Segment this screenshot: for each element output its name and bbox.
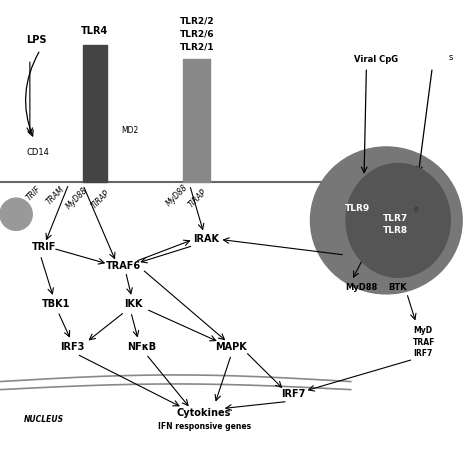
Text: TIRAP: TIRAP: [90, 188, 111, 210]
Text: IRF7: IRF7: [413, 349, 433, 358]
Text: TBK1: TBK1: [42, 299, 70, 310]
Text: TRIF: TRIF: [25, 185, 43, 203]
Ellipse shape: [346, 164, 450, 277]
Bar: [83, 45, 107, 182]
Text: TLR8: TLR8: [383, 227, 409, 235]
Text: MD2: MD2: [121, 126, 138, 135]
Text: IRAK: IRAK: [193, 234, 219, 245]
Text: IRF7: IRF7: [281, 389, 305, 400]
Text: TLR9: TLR9: [345, 204, 371, 213]
Text: IFN responsive genes: IFN responsive genes: [158, 422, 251, 431]
Text: LPS: LPS: [26, 35, 46, 46]
Text: TLR2/2: TLR2/2: [179, 17, 214, 26]
Text: TRIF: TRIF: [32, 242, 56, 253]
Text: Cytokines: Cytokines: [177, 408, 231, 419]
Text: MAPK: MAPK: [215, 342, 246, 352]
Text: IRF3: IRF3: [60, 342, 84, 352]
Text: TIRAP: TIRAP: [187, 187, 209, 209]
Text: s: s: [449, 54, 454, 62]
Text: TRAF6: TRAF6: [106, 261, 141, 272]
Text: MyD88: MyD88: [345, 283, 377, 292]
Text: TLR2/1: TLR2/1: [179, 43, 214, 51]
Text: IKK: IKK: [124, 299, 143, 310]
Text: CD14: CD14: [26, 148, 49, 157]
Text: TLR7: TLR7: [383, 214, 409, 222]
Bar: [183, 59, 210, 182]
Text: e: e: [413, 205, 418, 214]
Circle shape: [0, 198, 32, 230]
Text: TRAM: TRAM: [45, 184, 67, 206]
Text: MyD88: MyD88: [164, 182, 190, 208]
Text: MyD88: MyD88: [64, 185, 90, 211]
Text: NFκB: NFκB: [127, 342, 156, 352]
Text: BTK: BTK: [389, 283, 407, 292]
Text: Viral CpG: Viral CpG: [354, 55, 398, 64]
Text: NUCLEUS: NUCLEUS: [24, 415, 64, 424]
Text: TLR2/6: TLR2/6: [179, 30, 214, 38]
Text: MyD: MyD: [413, 327, 432, 335]
Text: TLR4: TLR4: [81, 26, 109, 36]
Text: TRAF: TRAF: [413, 338, 436, 346]
Ellipse shape: [310, 147, 462, 294]
